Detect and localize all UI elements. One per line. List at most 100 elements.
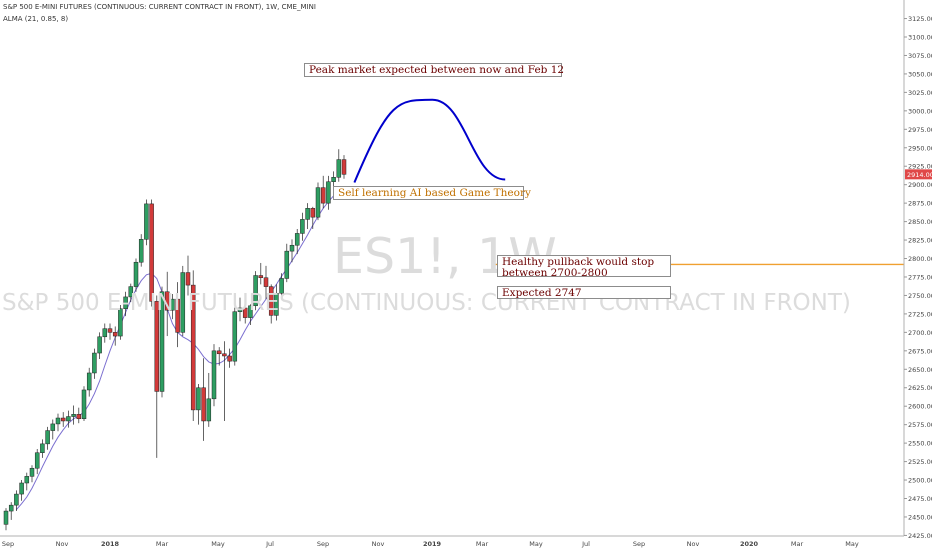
price-tick-label: 2475.00: [908, 495, 932, 503]
candle-body: [320, 187, 326, 204]
price-tick-label: 2750.00: [908, 292, 932, 300]
indicator-title: ALMA (21, 0.85, 8): [3, 15, 69, 23]
annotation-peak[interactable]: Peak market expected between now and Feb…: [304, 63, 564, 77]
price-tick-label: 2725.00: [908, 310, 932, 318]
candle-body: [227, 355, 232, 362]
candle-body: [159, 291, 165, 392]
time-tick-label: May: [845, 540, 859, 548]
candle-body: [284, 250, 290, 279]
candle-body: [24, 476, 30, 484]
price-tick-label: 2675.00: [908, 347, 932, 355]
candle-body: [216, 350, 222, 355]
time-tick-label: Jul: [265, 540, 274, 548]
candle-body: [253, 275, 258, 307]
price-tick-label: 2925.00: [908, 163, 932, 171]
price-tick-label: 2525.00: [908, 458, 932, 466]
price-tick-label: 2850.00: [908, 218, 932, 226]
candle-body: [19, 482, 24, 495]
candle-body: [81, 389, 87, 420]
candles: [3, 149, 347, 531]
alma-line: [16, 190, 340, 510]
candle-body: [274, 292, 279, 316]
time-tick-label: Mar: [476, 540, 489, 548]
price-tick-label: 2975.00: [908, 126, 932, 134]
candle-body: [164, 291, 170, 311]
time-tick-label: Mar: [156, 540, 169, 548]
candle-body: [222, 353, 227, 357]
candle-body: [133, 261, 139, 287]
candle-body: [3, 510, 9, 525]
candle-body: [315, 187, 321, 218]
candle-body: [294, 233, 300, 246]
candle-body: [300, 219, 305, 234]
candle-body: [8, 504, 14, 512]
price-tick-label: 3025.00: [908, 89, 932, 97]
candle-body: [248, 305, 253, 318]
price-tick-label: 2550.00: [908, 440, 932, 448]
time-tick-label: May: [529, 540, 543, 548]
candle-body: [258, 275, 264, 278]
time-tick-label: Sep: [317, 540, 329, 548]
candle-body: [66, 416, 71, 422]
candle-body: [14, 493, 19, 506]
candle-body: [60, 417, 66, 422]
candle-body: [263, 277, 269, 287]
candle-body: [102, 328, 108, 338]
candle-body: [326, 181, 331, 204]
price-tick-label: 3125.00: [908, 15, 932, 23]
price-tick-label: 2600.00: [908, 403, 932, 411]
candle-body: [201, 387, 206, 422]
candle-body: [237, 307, 243, 312]
time-tick-label: 2018: [101, 540, 120, 548]
time-tick-label: Nov: [372, 540, 385, 548]
last-price-label: 2914.00: [907, 171, 932, 179]
candle-body: [107, 328, 113, 333]
price-tick-label: 2900.00: [908, 181, 932, 189]
projection-curve: [353, 98, 506, 183]
time-tick-label: Sep: [2, 540, 14, 548]
candle-body: [190, 284, 196, 411]
candle-body: [45, 430, 50, 445]
time-tick-label: Mar: [791, 540, 804, 548]
price-tick-label: 2775.00: [908, 273, 932, 281]
price-tick-label: 3075.00: [908, 52, 932, 60]
candle-body: [310, 208, 316, 218]
time-tick-label: Sep: [633, 540, 645, 548]
candle-body: [55, 417, 61, 425]
candle-body: [170, 298, 175, 311]
price-tick-label: 3050.00: [908, 70, 932, 78]
projection-arc: [353, 98, 506, 183]
candle-body: [206, 398, 212, 422]
price-tick-label: 2625.00: [908, 384, 932, 392]
candle-body: [144, 203, 149, 240]
candle-body: [34, 452, 40, 469]
candle-body: [175, 298, 180, 333]
annotation-ai[interactable]: Self learning AI based Game Theory: [333, 186, 531, 200]
candle-body: [86, 372, 92, 391]
candle-body: [138, 239, 144, 263]
candle-body: [196, 387, 201, 411]
time-tick-label: Nov: [56, 540, 69, 548]
time-tick-label: Jul: [581, 540, 590, 548]
candle-body: [279, 278, 284, 294]
candle-body: [92, 352, 97, 374]
time-tick-label: 2019: [423, 540, 442, 548]
candle-body: [154, 301, 160, 392]
price-tick-label: 2650.00: [908, 366, 932, 374]
alma-indicator: [16, 190, 340, 510]
candle-body: [232, 311, 238, 362]
candle-body: [40, 443, 45, 453]
annotation-pullback[interactable]: Healthy pullback would stop between 2700…: [497, 255, 671, 279]
candle-body: [336, 159, 342, 178]
candle-body: [289, 244, 295, 252]
candle-body: [341, 159, 347, 175]
last-price-tag: [905, 169, 932, 180]
candle-body: [331, 177, 336, 182]
candle-body: [268, 286, 274, 316]
candle-body: [149, 203, 154, 302]
annotation-expected[interactable]: Expected 2747: [497, 286, 671, 299]
candle-body: [180, 272, 186, 333]
candle-body: [185, 272, 191, 286]
candle-body: [123, 296, 128, 309]
